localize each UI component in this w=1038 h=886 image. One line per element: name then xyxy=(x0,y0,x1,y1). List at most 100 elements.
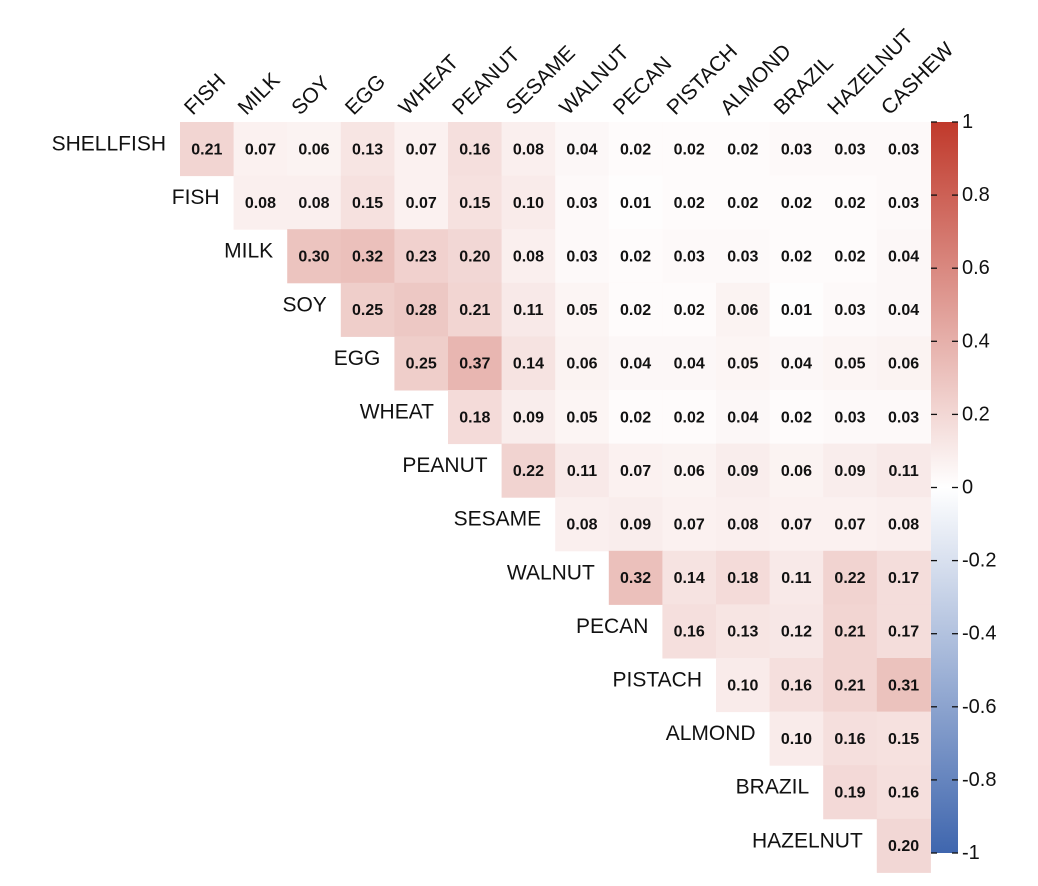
heatmap-cell xyxy=(823,604,878,659)
colorbar-tick-label: 0.4 xyxy=(962,330,990,352)
column-label-egg: EGG xyxy=(341,70,390,119)
row-label-sesame: SESAME xyxy=(454,508,542,531)
cell-value-label: 0.07 xyxy=(406,141,437,158)
heatmap-cell xyxy=(608,229,663,284)
heatmap-cell xyxy=(716,658,771,713)
heatmap-cell xyxy=(769,443,824,498)
cell-value-label: 0.03 xyxy=(674,249,705,266)
heatmap-cell xyxy=(448,390,503,445)
heatmap-cell xyxy=(555,390,610,445)
cell-value-label: 0.02 xyxy=(674,409,705,426)
cell-value-label: 0.02 xyxy=(620,409,651,426)
cell-value-label: 0.20 xyxy=(888,838,919,855)
heatmap-cell xyxy=(394,336,449,391)
heatmap-cell xyxy=(555,229,610,284)
heatmap-cell xyxy=(662,604,717,659)
heatmap-cell xyxy=(287,175,342,230)
heatmap-cell xyxy=(233,122,288,177)
cell-value-label: 0.03 xyxy=(888,195,919,212)
cell-value-label: 0.15 xyxy=(459,195,490,212)
heatmap-cell xyxy=(287,229,342,284)
colorbar-tick-label: 1 xyxy=(962,111,973,133)
cell-value-label: 0.04 xyxy=(566,141,597,158)
cell-value-label: 0.06 xyxy=(781,463,812,480)
cell-value-label: 0.05 xyxy=(566,302,597,319)
heatmap-cell xyxy=(555,443,610,498)
cell-value-label: 0.14 xyxy=(674,570,705,587)
cell-value-label: 0.09 xyxy=(834,463,865,480)
heatmap-cell xyxy=(823,175,878,230)
row-label-walnut: WALNUT xyxy=(507,561,595,584)
heatmap-cell xyxy=(876,282,931,337)
cell-value-label: 0.32 xyxy=(352,249,383,266)
cell-value-label: 0.02 xyxy=(620,249,651,266)
cell-value-label: 0.02 xyxy=(781,409,812,426)
heatmap-cell xyxy=(876,818,931,873)
heatmap-cell xyxy=(716,604,771,659)
colorbar-tick-label: 0.6 xyxy=(962,257,990,279)
cell-value-label: 0.21 xyxy=(459,302,490,319)
cell-value-label: 0.04 xyxy=(674,356,705,373)
row-label-fish: FISH xyxy=(172,186,220,209)
heatmap-cell xyxy=(608,336,663,391)
heatmap-cell xyxy=(876,497,931,552)
heatmap-cell xyxy=(555,175,610,230)
row-label-brazil: BRAZIL xyxy=(736,776,810,799)
heatmap-cell xyxy=(340,229,395,284)
cell-value-label: 0.06 xyxy=(674,463,705,480)
cell-value-label: 0.02 xyxy=(781,195,812,212)
cell-value-label: 0.03 xyxy=(727,249,758,266)
heatmap-cell xyxy=(662,282,717,337)
row-label-almond: ALMOND xyxy=(666,722,756,745)
heatmap-cell xyxy=(394,122,449,177)
row-labels: SHELLFISH FISH MILK SOY EGG WHEAT PEANUT SESAME… xyxy=(52,133,863,853)
heatmap-cell xyxy=(662,550,717,605)
heatmap-cell xyxy=(823,711,878,766)
heatmap-cell xyxy=(555,122,610,177)
heatmap-cell xyxy=(662,390,717,445)
column-label-fish: FISH xyxy=(180,69,230,119)
heatmap-cell xyxy=(823,122,878,177)
heatmap-cell xyxy=(501,336,556,391)
colorbar-tick-label: 0.8 xyxy=(962,184,990,206)
heatmap-cell xyxy=(501,443,556,498)
row-label-wheat: WHEAT xyxy=(360,401,434,424)
cell-value-label: 0.08 xyxy=(727,517,758,534)
cell-value-label: 0.22 xyxy=(834,570,865,587)
cell-value-label: 0.16 xyxy=(888,785,919,802)
row-label-egg: EGG xyxy=(334,347,381,370)
heatmap-cell xyxy=(769,175,824,230)
cell-value-label: 0.02 xyxy=(727,195,758,212)
heatmap-cell xyxy=(769,711,824,766)
heatmap-cell xyxy=(823,229,878,284)
cell-value-label: 0.18 xyxy=(459,409,490,426)
row-label-soy: SOY xyxy=(282,293,326,316)
cell-value-label: 0.07 xyxy=(406,195,437,212)
heatmap-cell xyxy=(769,336,824,391)
cell-value-label: 0.07 xyxy=(834,517,865,534)
cell-value-label: 0.32 xyxy=(620,570,651,587)
heatmap-cell xyxy=(769,122,824,177)
column-label-milk: MILK xyxy=(234,69,285,120)
cell-value-label: 0.16 xyxy=(459,141,490,158)
heatmap-cell xyxy=(394,229,449,284)
heatmap-cell xyxy=(823,282,878,337)
cell-value-label: 0.09 xyxy=(513,409,544,426)
row-label-hazelnut: HAZELNUT xyxy=(752,829,863,852)
cell-value-label: 0.15 xyxy=(888,731,919,748)
cell-value-label: 0.05 xyxy=(727,356,758,373)
cell-value-label: 0.06 xyxy=(298,141,329,158)
cell-value-label: 0.04 xyxy=(888,249,919,266)
cell-value-label: 0.06 xyxy=(727,302,758,319)
cell-value-label: 0.01 xyxy=(620,195,651,212)
cell-value-label: 0.15 xyxy=(352,195,383,212)
heatmap-cell xyxy=(662,443,717,498)
cell-value-label: 0.05 xyxy=(834,356,865,373)
heatmap-cell xyxy=(716,229,771,284)
colorbar-tick-label: -1 xyxy=(962,842,980,864)
heatmap-cell xyxy=(233,175,288,230)
cell-value-label: 0.25 xyxy=(406,356,437,373)
heatmap-cell xyxy=(448,336,503,391)
heatmap-cell xyxy=(716,282,771,337)
